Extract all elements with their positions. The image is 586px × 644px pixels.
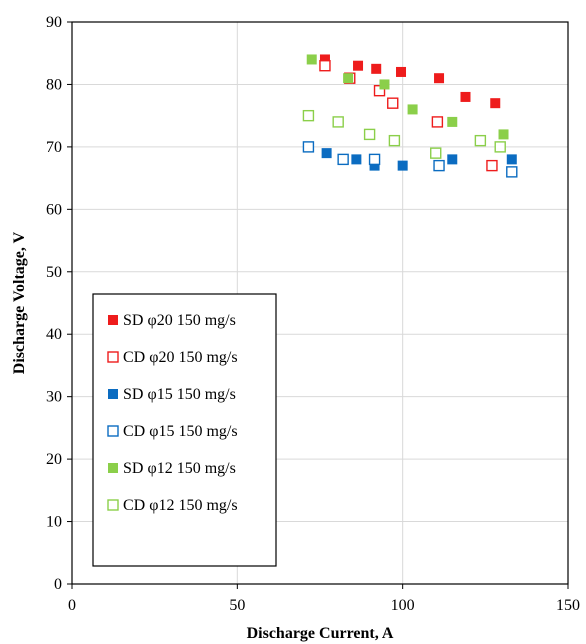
y-tick-label: 0 (54, 576, 62, 593)
legend-label-series-5: SD φ12 150 mg/s (123, 460, 236, 477)
data-point-series-3 (351, 154, 362, 165)
legend-marker-series-5 (108, 463, 118, 473)
y-tick-label: 40 (46, 326, 62, 343)
data-point-series-1 (396, 66, 407, 77)
data-point-series-6 (388, 134, 401, 147)
x-tick-label: 100 (391, 597, 415, 614)
data-point-series-6 (302, 109, 315, 122)
y-tick-label: 50 (46, 264, 62, 281)
y-tick-label: 10 (46, 514, 62, 531)
data-point-series-5 (343, 73, 354, 84)
data-point-series-5 (447, 116, 458, 127)
y-tick-label: 70 (46, 139, 62, 156)
data-point-series-5 (379, 79, 390, 90)
axis-ticks: 0 10 20 30 40 50 60 70 80 90 0 50 100 150 (46, 14, 580, 614)
legend-box (92, 293, 277, 567)
legend-label-series-4: CD φ15 150 mg/s (123, 423, 238, 440)
data-point-series-3 (321, 148, 332, 159)
data-point-series-4 (506, 166, 518, 178)
legend: SD φ20 150 mg/s CD φ20 150 mg/s SD φ15 150… (92, 293, 277, 567)
y-tick-label: 20 (46, 451, 62, 468)
legend-label-series-6: CD φ12 150 mg/s (123, 497, 238, 514)
data-point-series-1 (460, 91, 471, 102)
data-points (302, 54, 518, 178)
data-point-series-1 (319, 54, 330, 65)
data-point-series-3 (397, 160, 408, 171)
legend-label-series-1: SD φ20 150 mg/s (123, 312, 236, 329)
data-point-series-6 (430, 147, 442, 159)
data-point-series-3 (369, 160, 380, 171)
data-point-series-6 (494, 141, 506, 153)
legend-marker-series-3 (108, 389, 118, 399)
x-tick-label: 0 (68, 597, 76, 614)
data-point-series-6 (363, 128, 376, 141)
legend-marker-series-1 (108, 315, 118, 325)
data-point-series-1 (434, 73, 445, 84)
plot-area-frame (71, 21, 569, 585)
legend-marker-series-2 (107, 351, 119, 363)
y-tick-label: 60 (46, 201, 62, 218)
data-point-series-3 (506, 154, 517, 165)
data-point-series-1 (490, 98, 501, 109)
data-point-series-2 (319, 60, 331, 72)
data-point-series-2 (486, 159, 498, 172)
data-point-series-4 (368, 153, 381, 166)
y-tick-label: 80 (46, 76, 62, 93)
legend-marker-series-6 (107, 499, 119, 511)
y-tick-label: 30 (46, 389, 62, 406)
data-point-series-4 (337, 153, 349, 166)
legend-label-series-3: SD φ15 150 mg/s (123, 386, 236, 403)
x-axis-title: Discharge Current, A (247, 625, 394, 642)
data-point-series-4 (302, 141, 315, 153)
data-point-series-4 (433, 159, 445, 172)
data-point-series-2 (431, 116, 444, 128)
y-axis-title: Discharge Voltage, V (11, 231, 28, 374)
data-point-series-1 (353, 60, 364, 71)
data-point-series-1 (371, 63, 382, 74)
data-point-series-5 (306, 54, 317, 65)
data-point-series-3 (447, 154, 458, 165)
x-tick-label: 50 (229, 597, 245, 614)
data-point-series-6 (474, 134, 487, 147)
data-point-series-5 (498, 129, 509, 140)
legend-marker-series-4 (107, 425, 119, 437)
data-point-series-6 (332, 116, 344, 128)
data-point-series-5 (407, 104, 418, 115)
legend-label-series-2: CD φ20 150 mg/s (123, 349, 238, 366)
data-point-series-2 (387, 97, 399, 109)
x-tick-label: 150 (556, 597, 580, 614)
y-tick-label: 90 (46, 14, 62, 31)
